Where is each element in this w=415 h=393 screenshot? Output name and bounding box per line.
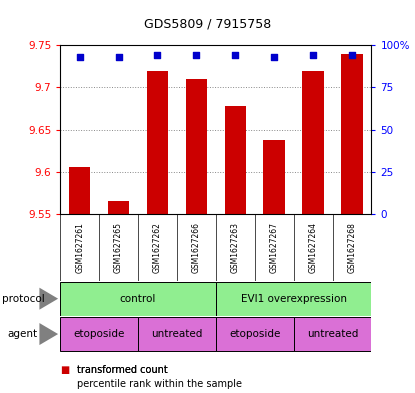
Point: [115, 54, 122, 60]
Bar: [303, 70, 324, 214]
Point: [154, 52, 161, 59]
Text: GSM1627267: GSM1627267: [270, 222, 278, 273]
Text: GSM1627263: GSM1627263: [231, 222, 240, 273]
Bar: [138, 317, 216, 351]
Point: [271, 54, 278, 60]
Text: transformed count: transformed count: [77, 365, 168, 375]
Text: etoposide: etoposide: [73, 329, 125, 339]
Text: ■: ■: [60, 365, 69, 375]
Text: control: control: [120, 294, 156, 304]
Text: GSM1627266: GSM1627266: [192, 222, 201, 273]
Bar: [60, 282, 216, 316]
Text: EVI1 overexpression: EVI1 overexpression: [241, 294, 347, 304]
Bar: [186, 79, 207, 214]
Point: [232, 52, 239, 59]
Bar: [294, 317, 371, 351]
Bar: [69, 167, 90, 214]
Text: GSM1627264: GSM1627264: [309, 222, 317, 273]
Bar: [108, 201, 129, 214]
Text: GSM1627261: GSM1627261: [75, 222, 84, 273]
Text: GDS5809 / 7915758: GDS5809 / 7915758: [144, 18, 271, 31]
Text: etoposide: etoposide: [229, 329, 281, 339]
Polygon shape: [39, 288, 58, 310]
Text: transformed count: transformed count: [77, 365, 168, 375]
Text: untreated: untreated: [151, 329, 203, 339]
Text: GSM1627262: GSM1627262: [153, 222, 162, 273]
Bar: [341, 54, 363, 214]
Text: GSM1627268: GSM1627268: [347, 222, 356, 273]
Point: [193, 52, 200, 59]
Bar: [216, 317, 294, 351]
Bar: [264, 140, 285, 214]
Bar: [216, 282, 371, 316]
Point: [76, 54, 83, 60]
Text: percentile rank within the sample: percentile rank within the sample: [77, 379, 242, 389]
Text: protocol: protocol: [2, 294, 45, 304]
Text: agent: agent: [7, 329, 38, 339]
Bar: [225, 106, 246, 214]
Text: GSM1627265: GSM1627265: [114, 222, 123, 273]
Polygon shape: [39, 323, 58, 345]
Bar: [60, 317, 138, 351]
Point: [310, 52, 316, 59]
Point: [349, 52, 355, 59]
Bar: [147, 70, 168, 214]
Text: untreated: untreated: [307, 329, 358, 339]
